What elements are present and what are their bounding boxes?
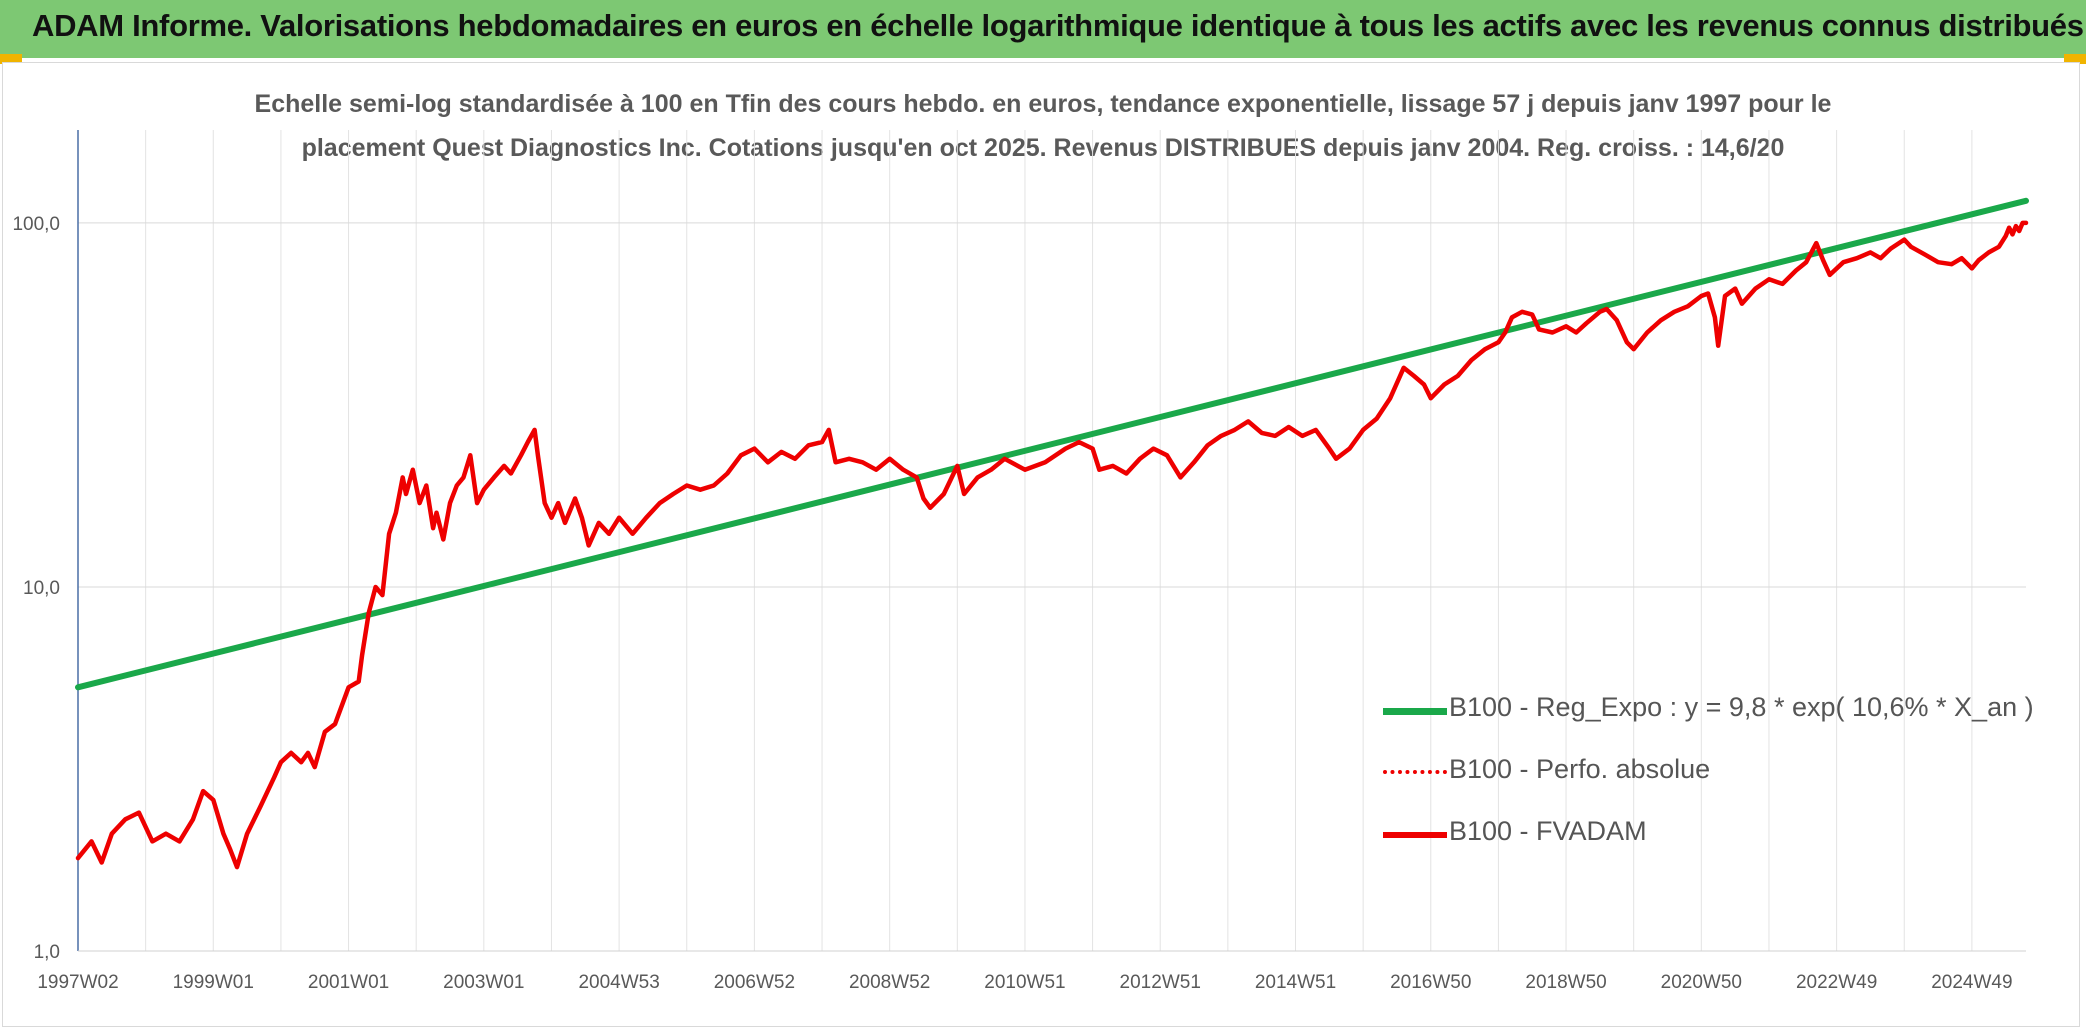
chart-subtitle-line-1: Echelle semi-log standardisée à 100 en T… <box>254 90 1832 118</box>
grid-lines <box>77 130 2026 952</box>
series-layer <box>75 197 2029 870</box>
y-tick-label: 1,0 <box>34 942 60 963</box>
tick-labels: 1,0 10,0 100,0 1997W02 1999W01 2001W01 2003W01… <box>12 214 2012 993</box>
x-tick-label: 2016W50 <box>1390 972 1471 993</box>
x-tick-label: 2010W51 <box>984 972 1065 993</box>
x-tick-label: 2020W50 <box>1661 972 1742 993</box>
x-tick-label: 2012W51 <box>1120 972 1201 993</box>
x-tick-label: 2004W53 <box>578 972 659 993</box>
report-title: ADAM Informe. Valorisations hebdomadaire… <box>32 8 2084 43</box>
x-tick-label: 2006W52 <box>714 972 795 993</box>
axes <box>77 130 2026 952</box>
header-banner: ADAM Informe. Valorisations hebdomadaire… <box>0 0 2086 58</box>
legend-label-regression: B100 - Reg_Expo : y = 9,8 * exp( 10,6% *… <box>1449 692 2034 722</box>
legend-swatch-regression <box>1383 708 1447 715</box>
corner-marker-top-left <box>0 54 22 64</box>
x-tick-label: 2022W49 <box>1796 972 1877 993</box>
y-tick-label: 10,0 <box>23 578 60 599</box>
series-line-fvadam <box>75 220 2029 870</box>
y-tick-label: 100,0 <box>12 214 60 235</box>
legend-label-perfo-absolue: B100 - Perfo. absolue <box>1449 754 1711 784</box>
x-tick-label: 2014W51 <box>1255 972 1336 993</box>
x-tick-label: 1999W01 <box>173 972 254 993</box>
x-tick-label: 2008W52 <box>849 972 930 993</box>
x-tick-label: 2001W01 <box>308 972 389 993</box>
chart-subtitle-line-2: placement Quest Diagnostics Inc. Cotatio… <box>301 134 1785 162</box>
legend-label-fvadam: B100 - FVADAM <box>1449 816 1647 846</box>
corner-marker-top-right <box>2064 54 2086 64</box>
legend-swatch-perfo-absolue <box>1383 770 1447 774</box>
x-tick-label: 2018W50 <box>1525 972 1606 993</box>
series-line-regression <box>75 197 2029 691</box>
x-tick-label: 2003W01 <box>443 972 524 993</box>
legend-swatch-fvadam <box>1383 832 1447 838</box>
x-tick-label: 1997W02 <box>37 972 118 993</box>
x-tick-label: 2024W49 <box>1931 972 2012 993</box>
